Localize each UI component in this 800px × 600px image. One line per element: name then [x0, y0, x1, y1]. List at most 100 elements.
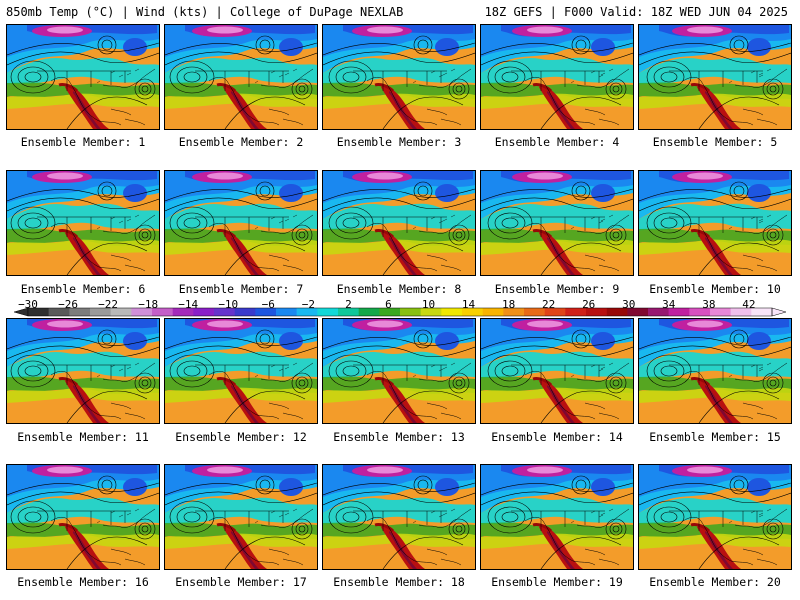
ensemble-member-label: Ensemble Member: 10	[649, 282, 781, 296]
ensemble-member-label: Ensemble Member: 8	[336, 282, 462, 296]
ensemble-map-panel	[322, 170, 476, 276]
colorbar-segment	[131, 308, 153, 316]
colorbar-segment	[276, 308, 297, 316]
colorbar-segment	[565, 308, 587, 316]
colorbar-tick-label: −22	[98, 298, 119, 311]
header: 850mb Temp (°C) | Wind (kts) | College o…	[0, 0, 800, 22]
colorbar-segment	[544, 308, 566, 316]
colorbar-segment	[110, 308, 132, 316]
ensemble-map-panel	[164, 24, 318, 130]
colorbar-tick-label: 38	[702, 298, 716, 311]
ensemble-map-panel	[164, 170, 318, 276]
ensemble-map-panel	[6, 170, 160, 276]
ensemble-member-label: Ensemble Member: 4	[494, 135, 620, 149]
ensemble-member-label: Ensemble Member: 7	[178, 282, 304, 296]
colorbar-tick-label: 42	[742, 298, 756, 311]
colorbar-tick-label: 6	[385, 298, 392, 311]
ensemble-map-panel	[6, 318, 160, 424]
temperature-map	[481, 25, 633, 129]
temperature-map	[639, 319, 791, 423]
ensemble-member-label: Ensemble Member: 13	[333, 430, 465, 444]
ensemble-member-label: Ensemble Member: 17	[175, 575, 307, 589]
colorbar-tick-label: 10	[421, 298, 436, 311]
temperature-map	[323, 171, 475, 275]
colorbar-segment	[152, 308, 173, 316]
colorbar-tick-label: 34	[662, 298, 676, 311]
ensemble-member-label: Ensemble Member: 14	[491, 430, 623, 444]
ensemble-member-label: Ensemble Member: 20	[649, 575, 781, 589]
ensemble-map-panel	[322, 464, 476, 570]
temperature-map	[481, 319, 633, 423]
ensemble-map-panel	[638, 464, 792, 570]
ensemble-member-label: Ensemble Member: 11	[17, 430, 149, 444]
colorbar-segment	[648, 308, 669, 316]
colorbar-segment	[296, 308, 318, 316]
colorbar-segment	[28, 308, 49, 316]
colorbar-segment	[214, 308, 235, 316]
colorbar-segment	[689, 308, 711, 316]
ensemble-member-label: Ensemble Member: 19	[491, 575, 623, 589]
temperature-map	[7, 319, 159, 423]
colorbar-segment	[751, 308, 773, 316]
colorbar-segment	[255, 308, 277, 316]
temperature-map	[639, 25, 791, 129]
temperature-map	[7, 465, 159, 569]
colorbar-tick-label: 26	[582, 298, 596, 311]
ensemble-map-panel	[164, 318, 318, 424]
temperature-map	[323, 25, 475, 129]
colorbar-segment	[48, 308, 70, 316]
colorbar-segment	[462, 308, 483, 316]
temperature-map	[639, 171, 791, 275]
ensemble-map-panel	[480, 464, 634, 570]
ensemble-member-label: Ensemble Member: 2	[178, 135, 304, 149]
ensemble-map-panel	[480, 170, 634, 276]
ensemble-map-panel	[6, 464, 160, 570]
ensemble-map-panel	[480, 24, 634, 130]
temperature-map	[323, 465, 475, 569]
colorbar-tick-label: −6	[261, 298, 275, 311]
colorbar-segment	[193, 308, 215, 316]
colorbar-segment	[172, 308, 194, 316]
temperature-map	[165, 171, 317, 275]
ensemble-member-label: Ensemble Member: 9	[494, 282, 620, 296]
colorbar-tick-label: −2	[301, 298, 315, 311]
colorbar-segment	[90, 308, 111, 316]
colorbar-right-arrow	[771, 307, 786, 317]
colorbar-segment	[710, 308, 731, 316]
temperature-map	[7, 171, 159, 275]
ensemble-member-label: Ensemble Member: 3	[336, 135, 462, 149]
colorbar-segment	[400, 308, 421, 316]
ensemble-member-label: Ensemble Member: 5	[652, 135, 778, 149]
temperature-map	[323, 319, 475, 423]
temperature-map	[7, 25, 159, 129]
colorbar-tick-label: −18	[138, 298, 159, 311]
colorbar-tick-label: 22	[542, 298, 556, 311]
colorbar-segment	[441, 308, 463, 316]
temperature-map	[165, 465, 317, 569]
colorbar-segment	[668, 308, 690, 316]
colorbar-tick-label: 2	[345, 298, 352, 311]
colorbar-segment	[524, 308, 545, 316]
temperature-colorbar	[14, 307, 786, 317]
colorbar-tick-label: −26	[58, 298, 78, 311]
temperature-map	[481, 171, 633, 275]
ensemble-member-label: Ensemble Member: 18	[333, 575, 465, 589]
colorbar-segment	[69, 308, 91, 316]
temperature-map	[481, 465, 633, 569]
ensemble-map-panel	[322, 318, 476, 424]
colorbar-segment	[338, 308, 359, 316]
ensemble-map-panel	[638, 318, 792, 424]
colorbar-tick-label: 14	[461, 298, 476, 311]
colorbar-tick-label: −14	[178, 298, 199, 311]
valid-time-title: 18Z GEFS | F000 Valid: 18Z WED JUN 04 20…	[484, 5, 788, 19]
colorbar-segment	[420, 308, 442, 316]
temperature-map	[639, 465, 791, 569]
colorbar-segment	[627, 308, 649, 316]
colorbar-tick-label: −30	[18, 298, 38, 311]
ensemble-member-label: Ensemble Member: 15	[649, 430, 781, 444]
ensemble-member-label: Ensemble Member: 16	[17, 575, 149, 589]
colorbar-segment	[379, 308, 401, 316]
ensemble-map-panel	[638, 170, 792, 276]
ensemble-member-label: Ensemble Member: 6	[20, 282, 146, 296]
